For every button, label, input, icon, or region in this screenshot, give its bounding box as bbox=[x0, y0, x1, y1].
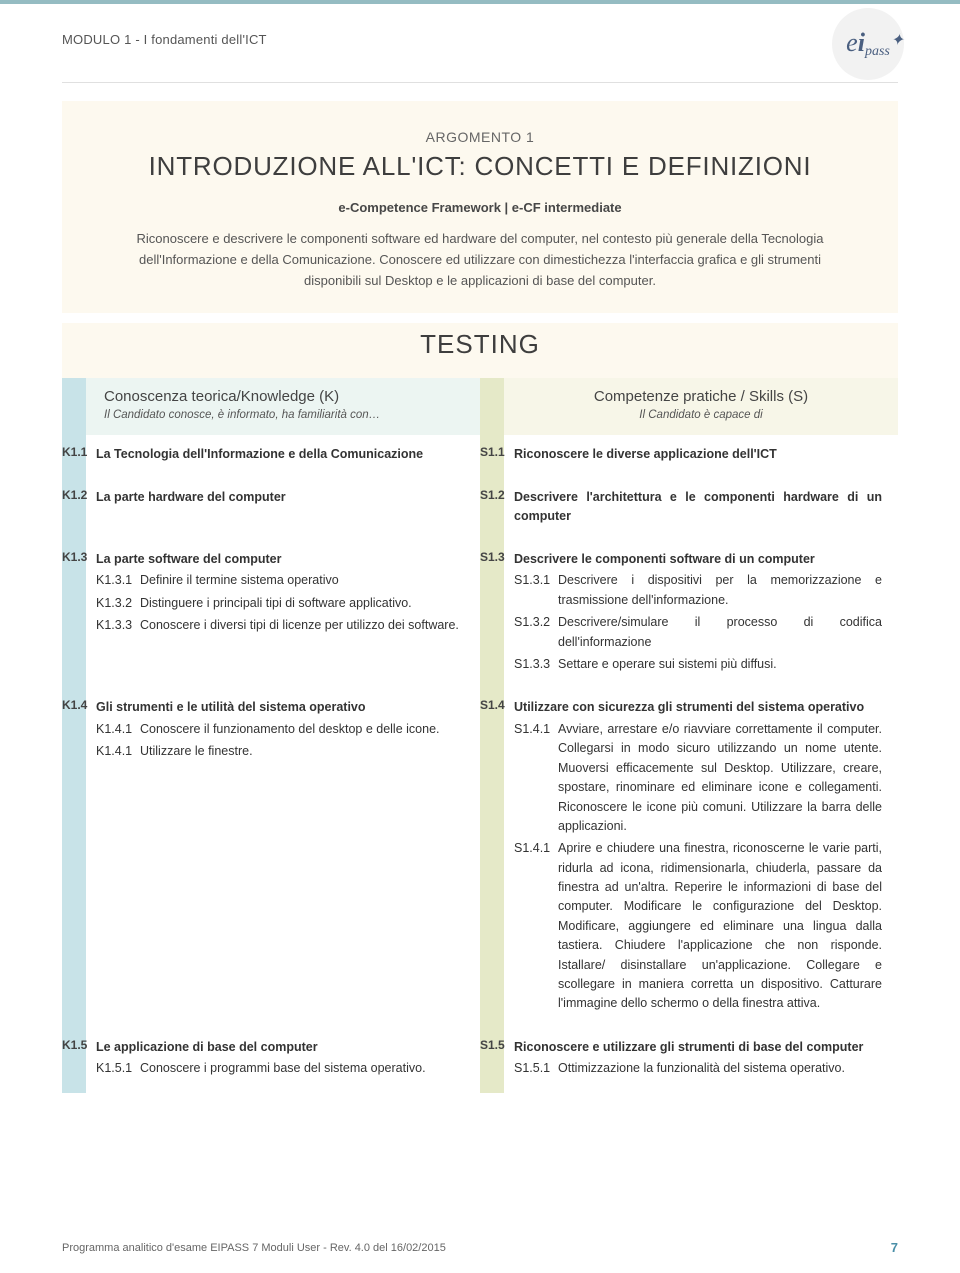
sub-number: K1.4.1 bbox=[96, 720, 140, 739]
footer-text: Programma analitico d'esame EIPASS 7 Mod… bbox=[62, 1242, 446, 1254]
framework-line: e-Competence Framework | e-CF intermedia… bbox=[96, 200, 864, 215]
s-subitem: S1.4.1Aprire e chiudere una finestra, ri… bbox=[514, 839, 882, 1013]
sub-text: Avviare, arrestare e/o riavviare corrett… bbox=[558, 720, 882, 836]
s-number: S1.1 bbox=[480, 435, 504, 478]
s-subitem: S1.3.3Settare e operare sui sistemi più … bbox=[514, 655, 882, 674]
s-cell: Riconoscere le diverse applicazione dell… bbox=[504, 435, 898, 478]
sub-number: S1.4.1 bbox=[514, 839, 558, 1013]
k-number: K1.2 bbox=[62, 478, 86, 540]
k-cell: La parte software del computer K1.3.1Defi… bbox=[86, 540, 480, 689]
s-cell: Riconoscere e utilizzare gli strumenti d… bbox=[504, 1028, 898, 1093]
sub-number: K1.3.3 bbox=[96, 616, 140, 635]
s-cell-title: Riconoscere le diverse applicazione dell… bbox=[514, 445, 882, 464]
table-row: K1.2 La parte hardware del computer S1.2 De… bbox=[62, 478, 898, 540]
intro-paragraph: Riconoscere e descrivere le componenti s… bbox=[130, 229, 830, 291]
s-number: S1.3 bbox=[480, 540, 504, 689]
sub-text: Conoscere i programmi base del sistema o… bbox=[140, 1059, 464, 1078]
k-subitem: K1.3.2Distinguere i principali tipi di s… bbox=[96, 594, 464, 613]
k-col-sub: Il Candidato conosce, è informato, ha fa… bbox=[104, 409, 462, 421]
s-cell-title: Utilizzare con sicurezza gli strumenti d… bbox=[514, 698, 882, 717]
main-title: INTRODUZIONE ALL'ICT: CONCETTI E DEFINIZ… bbox=[96, 151, 864, 182]
s-cell-title: Descrivere l'architettura e le component… bbox=[514, 488, 882, 526]
k-col-title: Conoscenza teorica/Knowledge (K) bbox=[104, 388, 462, 405]
s-col-sub: Il Candidato è capace di bbox=[522, 409, 880, 421]
k-number: K1.5 bbox=[62, 1028, 86, 1093]
sub-number: S1.3.1 bbox=[514, 571, 558, 610]
k-stripe bbox=[62, 378, 86, 435]
s-number: S1.2 bbox=[480, 478, 504, 540]
table-row: K1.4 Gli strumenti e le utilità del siste… bbox=[62, 688, 898, 1027]
sub-number: S1.4.1 bbox=[514, 720, 558, 836]
k-cell: Gli strumenti e le utilità del sistema o… bbox=[86, 688, 480, 1027]
k-cell: Le applicazione di base del computer K1.5… bbox=[86, 1028, 480, 1093]
testing-title: TESTING bbox=[62, 323, 898, 378]
k-number: K1.3 bbox=[62, 540, 86, 689]
sub-number: K1.3.1 bbox=[96, 571, 140, 590]
k-subitem: K1.5.1Conoscere i programmi base del sis… bbox=[96, 1059, 464, 1078]
sub-text: Definire il termine sistema operativo bbox=[140, 571, 464, 590]
s-subitem: S1.5.1Ottimizzazione la funzionalità del… bbox=[514, 1059, 882, 1078]
sub-number: S1.5.1 bbox=[514, 1059, 558, 1078]
column-headers: Conoscenza teorica/Knowledge (K) Il Cand… bbox=[62, 378, 898, 435]
k-number: K1.1 bbox=[62, 435, 86, 478]
star-icon: ✦ bbox=[890, 30, 903, 50]
s-cell-title: Riconoscere e utilizzare gli strumenti d… bbox=[514, 1038, 882, 1057]
logo-circle: eipass ✦ bbox=[832, 8, 904, 80]
k-subitem: K1.4.1Conoscere il funzionamento del des… bbox=[96, 720, 464, 739]
intro-block: ARGOMENTO 1 INTRODUZIONE ALL'ICT: CONCET… bbox=[62, 101, 898, 313]
k-cell: La parte hardware del computer bbox=[86, 478, 480, 540]
s-number: S1.4 bbox=[480, 688, 504, 1027]
sub-text: Utilizzare le finestre. bbox=[140, 742, 464, 761]
k-cell-title: La parte hardware del computer bbox=[96, 488, 464, 507]
s-header: Competenze pratiche / Skills (S) Il Cand… bbox=[504, 378, 898, 435]
page-header: MODULO 1 - I fondamenti dell'ICT eipass … bbox=[0, 4, 960, 74]
s-subitem: S1.4.1Avviare, arrestare e/o riavviare c… bbox=[514, 720, 882, 836]
s-cell: Utilizzare con sicurezza gli strumenti d… bbox=[504, 688, 898, 1027]
sub-number: K1.3.2 bbox=[96, 594, 140, 613]
sub-text: Conoscere il funzionamento del desktop e… bbox=[140, 720, 464, 739]
page-number: 7 bbox=[891, 1240, 898, 1255]
k-subitem: K1.3.1Definire il termine sistema operat… bbox=[96, 571, 464, 590]
s-cell: Descrivere l'architettura e le component… bbox=[504, 478, 898, 540]
s-col-title: Competenze pratiche / Skills (S) bbox=[522, 388, 880, 405]
sub-text: Conoscere i diversi tipi di licenze per … bbox=[140, 616, 464, 635]
k-number: K1.4 bbox=[62, 688, 86, 1027]
logo-text: eipass ✦ bbox=[846, 28, 890, 60]
sub-text: Descrivere/simulare il processo di codif… bbox=[558, 613, 882, 652]
sub-text: Settare e operare sui sistemi più diffus… bbox=[558, 655, 882, 674]
sub-text: Ottimizzazione la funzionalità del siste… bbox=[558, 1059, 882, 1078]
k-subitem: K1.3.3Conoscere i diversi tipi di licenz… bbox=[96, 616, 464, 635]
sub-text: Descrivere i dispositivi per la memorizz… bbox=[558, 571, 882, 610]
s-subitem: S1.3.1Descrivere i dispositivi per la me… bbox=[514, 571, 882, 610]
k-subitem: K1.4.1Utilizzare le finestre. bbox=[96, 742, 464, 761]
s-cell: Descrivere le componenti software di un … bbox=[504, 540, 898, 689]
k-cell-title: La Tecnologia dell'Informazione e della … bbox=[96, 445, 464, 464]
page-footer: Programma analitico d'esame EIPASS 7 Mod… bbox=[62, 1240, 898, 1255]
sub-number: K1.4.1 bbox=[96, 742, 140, 761]
sub-number: K1.5.1 bbox=[96, 1059, 140, 1078]
s-subitem: S1.3.2Descrivere/simulare il processo di… bbox=[514, 613, 882, 652]
k-cell-title: La parte software del computer bbox=[96, 550, 464, 569]
table-row: K1.3 La parte software del computer K1.3.1… bbox=[62, 540, 898, 689]
k-cell-title: Le applicazione di base del computer bbox=[96, 1038, 464, 1057]
testing-table: K1.1 La Tecnologia dell'Informazione e de… bbox=[62, 435, 898, 1092]
k-header: Conoscenza teorica/Knowledge (K) Il Cand… bbox=[86, 378, 480, 435]
table-row: K1.5Le applicazione di base del computer… bbox=[62, 1028, 898, 1093]
eipass-logo: eipass ✦ bbox=[818, 22, 898, 74]
sub-number: S1.3.3 bbox=[514, 655, 558, 674]
table-row: K1.1 La Tecnologia dell'Informazione e de… bbox=[62, 435, 898, 478]
s-stripe bbox=[480, 378, 504, 435]
k-cell: La Tecnologia dell'Informazione e della … bbox=[86, 435, 480, 478]
sub-text: Aprire e chiudere una finestra, riconosc… bbox=[558, 839, 882, 1013]
k-cell-title: Gli strumenti e le utilità del sistema o… bbox=[96, 698, 464, 717]
header-divider bbox=[62, 82, 898, 83]
argomento-label: ARGOMENTO 1 bbox=[96, 129, 864, 145]
sub-text: Distinguere i principali tipi di softwar… bbox=[140, 594, 464, 613]
s-cell-title: Descrivere le componenti software di un … bbox=[514, 550, 882, 569]
module-label: MODULO 1 - I fondamenti dell'ICT bbox=[62, 32, 267, 47]
s-number: S1.5 bbox=[480, 1028, 504, 1093]
sub-number: S1.3.2 bbox=[514, 613, 558, 652]
